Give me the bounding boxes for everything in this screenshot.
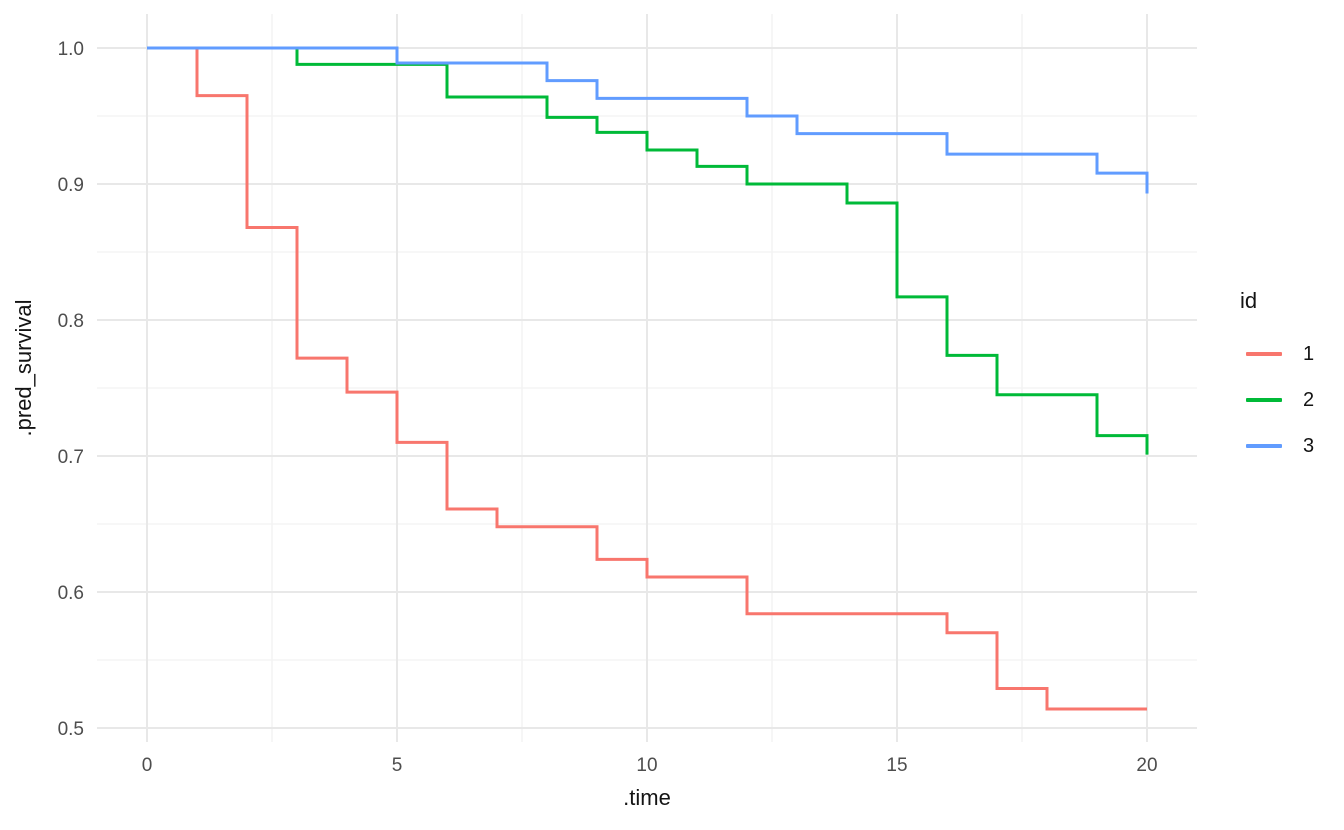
legend-entry-label: 2 <box>1303 388 1315 411</box>
y-axis-tick-label: 0.9 <box>58 175 84 196</box>
legend-entry-1: 1 <box>1240 340 1314 368</box>
x-axis-tick-label: 5 <box>392 755 403 776</box>
legend-key-line-icon <box>1246 444 1282 448</box>
x-axis-tick-label: 10 <box>636 755 657 776</box>
legend-entry-3: 3 <box>1240 432 1314 460</box>
y-axis-tick-label: 0.6 <box>58 583 84 604</box>
y-axis-tick-label: 0.8 <box>58 311 84 332</box>
x-axis-title: .time <box>623 785 671 810</box>
x-axis-tick-label: 0 <box>142 755 153 776</box>
legend-entry-label: 3 <box>1303 434 1315 457</box>
series-step-line-2 <box>147 46 1149 455</box>
legend-entry-2: 2 <box>1240 386 1314 414</box>
y-axis-title: .pred_survival <box>11 299 36 437</box>
series-step-line-1 <box>147 46 1147 711</box>
y-axis-tick-label: 0.5 <box>58 719 84 740</box>
legend-key-line-icon <box>1246 352 1282 356</box>
x-axis-tick-label: 20 <box>1136 755 1157 776</box>
legend-key-line-icon <box>1246 398 1282 402</box>
y-axis-tick-label: 0.7 <box>58 447 84 468</box>
legend-title: id <box>1240 288 1258 313</box>
x-axis-tick-label: 15 <box>886 755 907 776</box>
legend-entry-label: 1 <box>1303 342 1315 365</box>
series-step-line-3 <box>147 46 1149 194</box>
y-axis-tick-label: 1.0 <box>58 39 84 60</box>
